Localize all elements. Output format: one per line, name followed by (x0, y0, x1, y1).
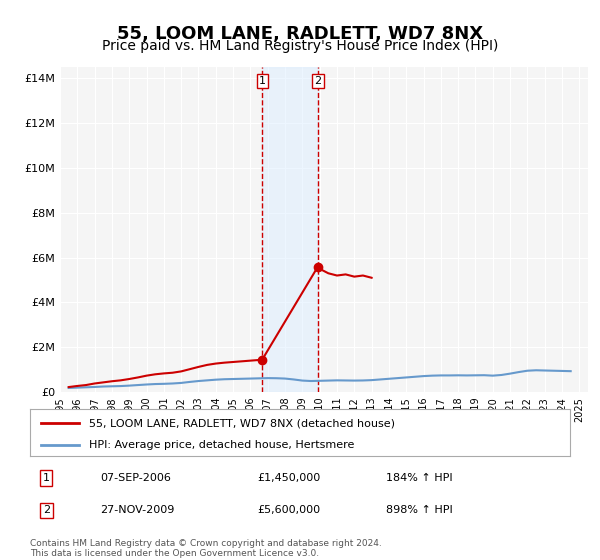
Text: 1: 1 (43, 473, 50, 483)
Text: £1,450,000: £1,450,000 (257, 473, 320, 483)
Text: Price paid vs. HM Land Registry's House Price Index (HPI): Price paid vs. HM Land Registry's House … (102, 39, 498, 53)
Text: This data is licensed under the Open Government Licence v3.0.: This data is licensed under the Open Gov… (30, 549, 319, 558)
Text: 184% ↑ HPI: 184% ↑ HPI (386, 473, 453, 483)
Text: HPI: Average price, detached house, Hertsmere: HPI: Average price, detached house, Hert… (89, 440, 355, 450)
Text: £5,600,000: £5,600,000 (257, 505, 320, 515)
Text: 1: 1 (259, 76, 266, 86)
Text: 2: 2 (314, 76, 322, 86)
Text: 55, LOOM LANE, RADLETT, WD7 8NX: 55, LOOM LANE, RADLETT, WD7 8NX (117, 25, 483, 43)
Bar (262, 67, 318, 392)
Text: 55, LOOM LANE, RADLETT, WD7 8NX (detached house): 55, LOOM LANE, RADLETT, WD7 8NX (detache… (89, 418, 395, 428)
Text: Contains HM Land Registry data © Crown copyright and database right 2024.: Contains HM Land Registry data © Crown c… (30, 539, 382, 548)
Text: 898% ↑ HPI: 898% ↑ HPI (386, 505, 453, 515)
Text: 27-NOV-2009: 27-NOV-2009 (100, 505, 175, 515)
Text: 2: 2 (43, 505, 50, 515)
Text: 07-SEP-2006: 07-SEP-2006 (100, 473, 171, 483)
